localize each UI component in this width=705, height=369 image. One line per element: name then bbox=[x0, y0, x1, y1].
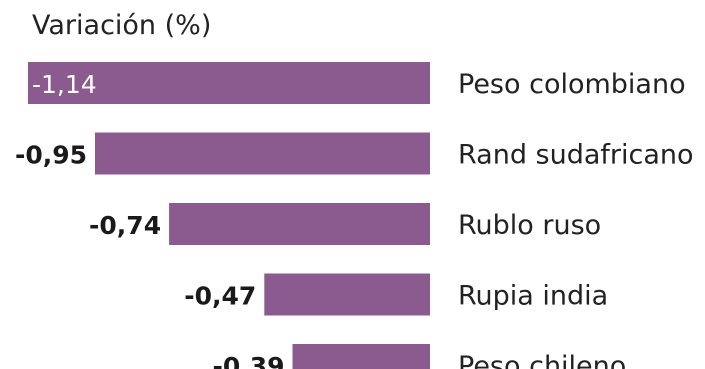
category-label-4: Rupia india bbox=[458, 281, 608, 312]
bar-4 bbox=[264, 273, 430, 316]
category-label-1: Peso colombiano bbox=[458, 69, 686, 100]
value-label-4: -0,47 bbox=[184, 282, 256, 311]
value-label-1: -1,14 bbox=[32, 70, 97, 99]
category-label-2: Rand sudafricano bbox=[458, 140, 694, 171]
bar-2 bbox=[95, 132, 430, 175]
bar-3 bbox=[169, 203, 430, 245]
category-label-3: Rublo ruso bbox=[458, 210, 601, 241]
value-label-5: -0,39 bbox=[212, 352, 284, 369]
category-label-5: Peso chileno bbox=[458, 351, 626, 369]
value-label-3: -0,74 bbox=[89, 211, 161, 240]
bar-1 bbox=[28, 62, 430, 104]
bar-5 bbox=[292, 344, 430, 369]
chart-subtitle: Variación (%) bbox=[32, 10, 212, 41]
value-label-2: -0,95 bbox=[15, 141, 87, 170]
